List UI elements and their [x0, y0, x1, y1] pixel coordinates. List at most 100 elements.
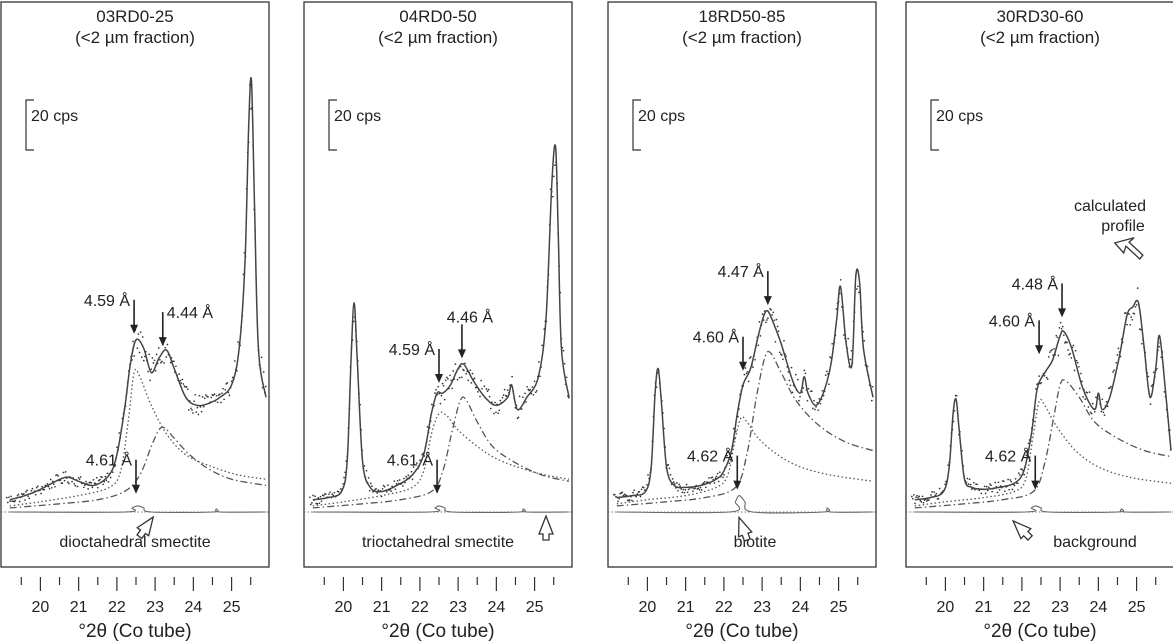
- data-point: [633, 489, 635, 492]
- data-point: [96, 486, 99, 489]
- profile-small-curve: [312, 505, 570, 514]
- data-point: [116, 446, 118, 449]
- data-point: [109, 476, 112, 479]
- data-point: [524, 392, 526, 395]
- data-point: [1058, 327, 1061, 329]
- x-axis-label: °2θ (Co tube): [685, 621, 798, 642]
- x-tick-label: 22: [1013, 599, 1031, 616]
- data-point: [1011, 488, 1014, 491]
- data-point: [469, 369, 472, 372]
- data-point: [489, 407, 492, 410]
- data-point: [554, 164, 556, 167]
- data-point: [668, 467, 671, 470]
- data-point: [1089, 411, 1092, 414]
- data-point: [870, 399, 873, 402]
- data-point: [745, 372, 748, 375]
- data-point: [671, 478, 674, 480]
- data-point: [553, 175, 555, 178]
- data-point: [499, 399, 502, 402]
- data-point: [925, 500, 928, 502]
- data-point: [393, 480, 396, 483]
- x-tick-label: 25: [830, 599, 848, 616]
- data-point: [711, 476, 714, 479]
- data-point: [250, 108, 252, 110]
- data-point: [694, 487, 696, 490]
- data-point: [203, 397, 206, 400]
- data-point: [683, 491, 686, 494]
- data-point: [166, 343, 169, 346]
- data-point: [831, 342, 834, 345]
- data-point: [481, 387, 483, 390]
- data-point: [463, 369, 465, 372]
- data-point: [987, 486, 990, 489]
- data-point: [64, 471, 67, 473]
- peak-arrowhead: [739, 361, 747, 371]
- data-point: [1100, 410, 1103, 413]
- data-point: [1049, 351, 1051, 354]
- data-point: [464, 362, 466, 365]
- data-point: [1152, 371, 1155, 374]
- calculated-profile-label-line2: profile: [1101, 218, 1145, 235]
- data-point: [814, 408, 816, 411]
- data-point: [723, 474, 725, 476]
- data-point: [1009, 479, 1012, 481]
- data-point: [40, 492, 42, 495]
- data-point: [1117, 347, 1120, 350]
- data-point: [1093, 410, 1096, 413]
- data-point: [928, 499, 930, 501]
- x-tick-label: 23: [146, 599, 164, 616]
- peak-label: 4.60 Å: [989, 311, 1036, 330]
- data-point: [506, 389, 509, 391]
- measured-points: [910, 287, 1172, 505]
- peak-arrowhead: [132, 484, 140, 494]
- data-point: [526, 385, 528, 388]
- data-point: [994, 481, 997, 484]
- data-point: [150, 368, 153, 371]
- data-point: [311, 502, 313, 504]
- data-point: [318, 502, 321, 505]
- data-point: [157, 347, 160, 349]
- data-point: [92, 478, 95, 481]
- scale-label: 20 cps: [334, 108, 381, 125]
- peak-arrowhead: [733, 480, 742, 490]
- x-tick-label: 21: [975, 599, 993, 616]
- data-point: [1055, 334, 1058, 337]
- profile-small-curve: [616, 495, 874, 514]
- xrd-chart-svg: 03RD0-25 (<2 µm fraction) 20 cps 4.59 Å 4.44…: [0, 1, 270, 642]
- data-point: [1149, 403, 1152, 405]
- profile-dashed-curve: [616, 350, 874, 507]
- data-point: [57, 475, 60, 477]
- data-point: [329, 491, 331, 494]
- data-point: [102, 483, 104, 486]
- data-point: [520, 408, 523, 410]
- data-point: [511, 375, 513, 378]
- peak-arrowhead: [1031, 480, 1040, 490]
- data-point: [314, 495, 316, 498]
- data-point: [337, 491, 340, 493]
- x-tick-label: 20: [32, 599, 50, 616]
- data-point: [702, 482, 705, 484]
- data-point: [377, 489, 380, 491]
- xrd-panel-2: 04RD0-50 (<2 µm fraction) 20 cps 4.46 Å 4.59…: [303, 0, 573, 643]
- data-point: [495, 411, 497, 414]
- data-point: [1105, 401, 1108, 403]
- data-point: [36, 485, 39, 488]
- data-point: [50, 486, 53, 489]
- data-point: [101, 476, 103, 479]
- data-point: [9, 500, 11, 502]
- data-point: [1135, 303, 1138, 306]
- data-point: [138, 351, 141, 354]
- profile-dotted-curve: [9, 368, 267, 507]
- data-point: [1150, 385, 1153, 387]
- data-point: [503, 388, 506, 391]
- data-point: [371, 485, 373, 487]
- data-point: [376, 492, 379, 494]
- data-point: [525, 401, 527, 403]
- data-point: [193, 400, 195, 403]
- data-point: [1084, 398, 1087, 400]
- data-point: [825, 370, 828, 373]
- data-point: [1106, 405, 1109, 408]
- data-point: [221, 392, 223, 395]
- data-point: [813, 399, 815, 402]
- data-point: [955, 394, 958, 397]
